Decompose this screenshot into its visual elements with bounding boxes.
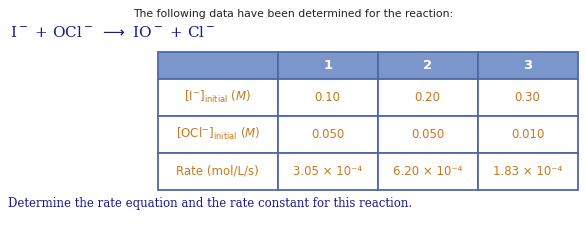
Text: 0.10: 0.10	[315, 91, 340, 104]
Text: 2: 2	[423, 59, 432, 72]
Text: Rate (mol/L/s): Rate (mol/L/s)	[176, 165, 259, 178]
Text: $[\mathrm{OCl}^{-}]_{\mathrm{initial}}$ $\mathit{(M)}$: $[\mathrm{OCl}^{-}]_{\mathrm{initial}}$ …	[176, 126, 260, 143]
Text: 0.20: 0.20	[415, 91, 441, 104]
Text: 6.20 × 10⁻⁴: 6.20 × 10⁻⁴	[393, 165, 462, 178]
Bar	[478, 116, 578, 153]
Bar	[377, 116, 478, 153]
Bar	[377, 153, 478, 190]
Text: 0.050: 0.050	[311, 128, 345, 141]
Bar	[158, 153, 278, 190]
Text: 0.010: 0.010	[511, 128, 544, 141]
Text: 1.83 × 10⁻⁴: 1.83 × 10⁻⁴	[493, 165, 562, 178]
Bar	[478, 79, 578, 116]
Bar	[478, 52, 578, 79]
Bar	[377, 52, 478, 79]
Text: The following data have been determined for the reaction:: The following data have been determined …	[133, 9, 453, 19]
Bar	[278, 52, 377, 79]
Bar	[158, 116, 278, 153]
Text: Determine the rate equation and the rate constant for this reaction.: Determine the rate equation and the rate…	[8, 197, 412, 210]
Text: 3.05 × 10⁻⁴: 3.05 × 10⁻⁴	[293, 165, 362, 178]
Bar	[278, 116, 377, 153]
Bar	[377, 79, 478, 116]
Text: 0.30: 0.30	[515, 91, 540, 104]
Bar	[158, 79, 278, 116]
Text: 3: 3	[523, 59, 532, 72]
Bar	[278, 153, 377, 190]
Bar	[158, 52, 278, 79]
Bar	[478, 153, 578, 190]
Text: 1: 1	[323, 59, 332, 72]
Bar	[278, 79, 377, 116]
Text: 0.050: 0.050	[411, 128, 444, 141]
Text: $[\mathrm{I}^{-}]_{\mathrm{initial}}$ $\mathit{(M)}$: $[\mathrm{I}^{-}]_{\mathrm{initial}}$ $\…	[184, 89, 251, 105]
Text: I$^-$ + OCl$^-$ $\longrightarrow$ IO$^-$ + Cl$^-$: I$^-$ + OCl$^-$ $\longrightarrow$ IO$^-$…	[10, 25, 216, 40]
